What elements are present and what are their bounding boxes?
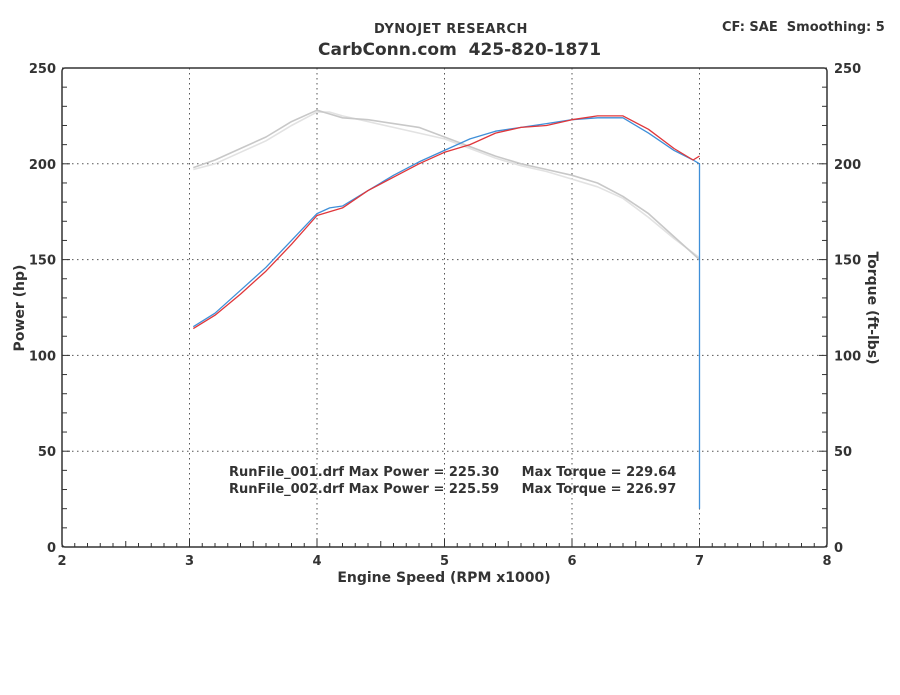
series-run2-power bbox=[192, 115, 700, 330]
correction-factor-label: CF: SAE Smoothing: 5 bbox=[722, 20, 885, 35]
x-tick-label: 4 bbox=[312, 554, 321, 569]
y-left-tick-label: 250 bbox=[29, 62, 56, 77]
y-axis-label-right: Torque (ft-lbs) bbox=[864, 251, 880, 364]
series-run2-torque bbox=[193, 111, 700, 259]
y-right-tick-label: 200 bbox=[834, 158, 861, 173]
x-tick-label: 3 bbox=[185, 554, 194, 569]
x-tick-label: 2 bbox=[57, 554, 66, 569]
y-left-tick-label: 200 bbox=[29, 158, 56, 173]
x-tick-label: 5 bbox=[440, 554, 449, 569]
series-lines bbox=[192, 109, 701, 509]
annotation-run2: RunFile_002.drf Max Power = 225.59 Max T… bbox=[229, 482, 676, 497]
x-tick-label: 8 bbox=[822, 554, 831, 569]
x-axis-label: Engine Speed (RPM x1000) bbox=[337, 570, 550, 586]
annotation-run1: RunFile_001.drf Max Power = 225.30 Max T… bbox=[229, 465, 676, 480]
y-left-tick-label: 0 bbox=[47, 541, 56, 556]
y-right-tick-label: 150 bbox=[834, 254, 861, 269]
y-axis-label-left: Power (hp) bbox=[12, 265, 28, 352]
y-right-tick-label: 0 bbox=[834, 541, 843, 556]
chart-subtitle: CarbConn.com 425-820-1871 bbox=[318, 40, 602, 60]
y-left-tick-label: 100 bbox=[29, 349, 56, 364]
x-tick-label: 6 bbox=[567, 554, 576, 569]
y-right-tick-label: 250 bbox=[834, 62, 861, 77]
series-run1-torque bbox=[193, 109, 701, 261]
y-right-tick-label: 100 bbox=[834, 349, 861, 364]
axis-labels: Engine Speed (RPM x1000) Power (hp) Torq… bbox=[12, 251, 880, 586]
chart-title: DYNOJET RESEARCH bbox=[374, 22, 528, 37]
max-values-annotation: RunFile_001.drf Max Power = 225.30 Max T… bbox=[229, 465, 676, 497]
x-tick-label: 7 bbox=[695, 554, 704, 569]
y-right-tick-label: 50 bbox=[834, 445, 852, 460]
series-run1-power bbox=[192, 117, 701, 509]
y-left-tick-label: 150 bbox=[29, 254, 56, 269]
y-left-tick-label: 50 bbox=[38, 445, 56, 460]
